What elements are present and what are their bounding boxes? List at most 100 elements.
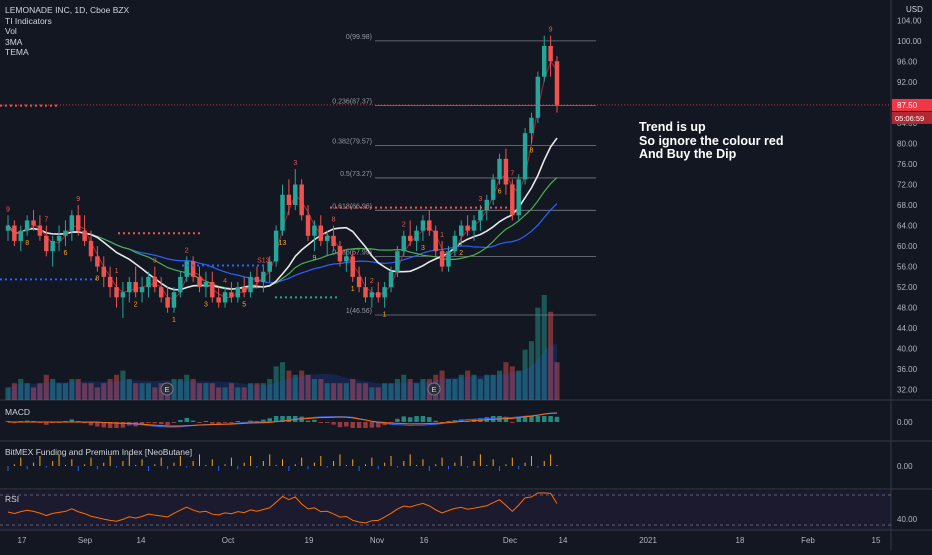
macd-histogram-bar	[407, 417, 413, 422]
candle-body	[254, 276, 260, 282]
volume-bar	[394, 379, 400, 400]
macd-histogram-bar	[344, 422, 349, 427]
volume-bar	[420, 379, 426, 400]
volume-bar	[279, 362, 286, 400]
volume-bar	[139, 383, 145, 400]
td-sequential-label: 2	[459, 250, 463, 257]
volume-bar	[248, 383, 254, 400]
candle-body	[114, 287, 119, 298]
macd-histogram-bar	[427, 417, 432, 422]
macd-histogram-bar	[216, 422, 221, 425]
macd-histogram-bar	[401, 416, 407, 422]
legend-vol[interactable]: Vol	[5, 26, 17, 36]
volume-bar	[286, 370, 292, 400]
volume-bar	[145, 383, 151, 400]
td-sequential-label: 6	[64, 250, 68, 257]
macd-histogram-bar	[356, 422, 362, 428]
macd-histogram-bar	[24, 420, 30, 422]
price-tick-label: 52.00	[897, 283, 918, 292]
earnings-event-label: E	[431, 385, 436, 394]
volume-bar	[484, 374, 490, 400]
candle-body	[75, 215, 81, 231]
candle-body	[324, 235, 330, 241]
volume-bar	[407, 379, 413, 400]
volume-bar	[62, 383, 69, 400]
price-tick-label: 68.00	[897, 201, 918, 210]
macd-histogram-bar	[337, 422, 343, 428]
macd-histogram-bar	[324, 422, 330, 423]
td-sequential-label: 7	[44, 217, 48, 224]
candle-body	[216, 297, 221, 303]
macd-histogram-bar	[69, 419, 75, 422]
td-sequential-label: 3	[293, 160, 297, 167]
candle-body	[146, 276, 151, 288]
volume-bar	[382, 383, 388, 400]
td-sequential-label: S13	[257, 258, 270, 265]
text-annotation[interactable]: Trend is up So ignore the colour red And…	[639, 120, 784, 162]
funding-pane-label[interactable]: BitMEX Funding and Premium Index [NeoBut…	[5, 447, 193, 457]
candle-body	[56, 235, 62, 241]
currency-label[interactable]: USD	[906, 5, 923, 14]
price-tick-label: 40.00	[897, 345, 918, 354]
td-sequential-label: 8	[95, 276, 99, 283]
macd-histogram-bar	[171, 422, 177, 423]
volume-bar	[107, 379, 113, 400]
volume-bar	[171, 379, 177, 400]
volume-bar	[522, 349, 528, 400]
legend-ti-indicators[interactable]: TI Indicators	[5, 15, 52, 26]
macd-histogram-bar	[139, 422, 145, 425]
earnings-event-marker	[427, 382, 441, 396]
macd-histogram-bar	[273, 416, 279, 422]
candle-body	[69, 215, 75, 231]
last-price-tag	[892, 98, 932, 111]
candle-body	[120, 292, 126, 298]
candle-body	[522, 133, 528, 180]
candle-body	[63, 230, 68, 236]
countdown-tag	[892, 111, 932, 124]
candle-body	[356, 276, 362, 288]
volume-bar	[369, 387, 375, 400]
time-axis-label: 14	[559, 536, 568, 545]
volume-bar	[388, 383, 394, 400]
volume-bar	[273, 366, 279, 400]
candle-body	[197, 276, 202, 288]
macd-histogram-bar	[554, 416, 560, 422]
macd-pane-label[interactable]: MACD	[5, 407, 31, 417]
candle-body	[497, 158, 502, 180]
macd-histogram-bar	[331, 422, 336, 425]
price-tick-label: 96.00	[897, 57, 918, 66]
macd-histogram-bar	[203, 421, 209, 422]
price-tick-label: 100.00	[897, 37, 922, 46]
macd-histogram-bar	[210, 422, 215, 424]
time-axis-label: 15	[872, 536, 881, 545]
time-axis-label: 14	[137, 536, 146, 545]
macd-histogram-bar	[267, 418, 272, 422]
fib-label: 0.786(57.99)	[332, 249, 372, 256]
macd-histogram-bar	[280, 416, 285, 422]
macd-histogram-bar	[88, 422, 94, 426]
candle-body	[478, 210, 483, 221]
macd-histogram-bar	[190, 420, 196, 422]
annotation-line-1: Trend is up	[639, 120, 706, 134]
volume-ma-area	[8, 343, 557, 400]
volume-bar	[401, 374, 407, 400]
candle-body	[529, 117, 534, 134]
legend-3ma[interactable]: 3MA	[5, 36, 23, 47]
annotation-line-2: So ignore the colour red	[639, 133, 784, 148]
legend-tema[interactable]: TEMA	[5, 47, 29, 57]
candle-body	[350, 256, 355, 277]
rsi-line	[7, 492, 558, 524]
countdown-value: 05:06:59	[895, 114, 924, 123]
candle-body	[331, 235, 336, 247]
td-sequential-label: 4	[223, 278, 227, 285]
volume-bar	[471, 374, 477, 400]
price-tick-label: 56.00	[897, 263, 918, 272]
volume-bar	[133, 383, 139, 400]
rsi-pane-label[interactable]: RSI	[5, 494, 20, 504]
candle-body	[280, 194, 285, 231]
macd-histogram-bar	[414, 416, 419, 422]
volume-bar	[222, 387, 228, 400]
candle-body	[18, 230, 24, 241]
symbol-title[interactable]: LEMONADE INC, 1D, Cboe BZX	[5, 5, 130, 15]
